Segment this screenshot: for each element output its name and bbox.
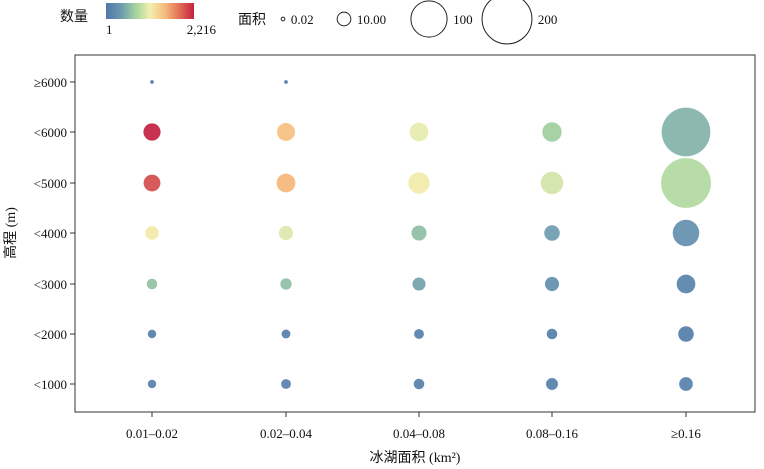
- bubble-point: [542, 122, 562, 142]
- x-tick-label: 0.02–0.04: [260, 426, 313, 441]
- bubble-point: [278, 225, 294, 241]
- bubble-layer: [143, 80, 711, 391]
- bubble-point: [277, 123, 295, 141]
- bubble-point: [413, 378, 425, 390]
- bubble-point: [147, 329, 157, 339]
- bubble-point: [546, 328, 558, 340]
- bubble-point: [661, 107, 711, 157]
- bubble-point: [544, 225, 560, 241]
- bubble-point: [540, 171, 564, 195]
- bubble-point: [276, 173, 296, 193]
- bubble-point: [412, 277, 426, 291]
- bubble-point: [284, 80, 288, 84]
- bubble-point: [544, 276, 560, 292]
- x-tick-label: 0.04–0.08: [393, 426, 445, 441]
- y-tick-label: <5000: [34, 176, 67, 191]
- size-legend-label: 10.00: [357, 12, 386, 27]
- size-legend-circle: [336, 11, 352, 27]
- bubble-point: [546, 378, 558, 390]
- size-legend-label: 0.02: [291, 12, 314, 27]
- bubble-point: [672, 219, 700, 247]
- bubble-point: [145, 226, 159, 240]
- bubble-point: [408, 172, 430, 194]
- x-tick-label: 0.08–0.16: [526, 426, 579, 441]
- size-legend-label: 200: [538, 12, 558, 27]
- bubble-point: [281, 379, 291, 389]
- bubble-point: [146, 278, 158, 290]
- bubble-point: [281, 329, 291, 339]
- axis-ticks: 0.01–0.02 0.02–0.04 0.04–0.08 0.08–0.16 ≥0.1…: [34, 75, 702, 441]
- bubble-point: [661, 158, 711, 208]
- x-axis-title: 冰湖面积 (km²): [370, 450, 461, 466]
- color-legend: 数量 1 2,216: [60, 3, 217, 37]
- color-legend-gradient-bar: [106, 3, 194, 19]
- size-legend: 面积 0.02 10.00 100 200: [238, 0, 558, 45]
- color-legend-title: 数量: [60, 9, 88, 25]
- bubble-point: [143, 123, 161, 141]
- y-tick-label: <1000: [34, 377, 67, 392]
- size-legend-circle: [481, 0, 533, 45]
- bubble-point: [280, 278, 292, 290]
- color-legend-max-label: 2,216: [187, 22, 217, 37]
- color-legend-min-label: 1: [106, 22, 113, 37]
- x-tick-label: ≥0.16: [671, 426, 701, 441]
- bubble-point: [411, 225, 427, 241]
- y-tick-label: <4000: [34, 226, 67, 241]
- x-tick-label: 0.01–0.02: [126, 426, 178, 441]
- bubble-point: [143, 174, 161, 192]
- size-legend-title: 面积: [238, 12, 266, 28]
- bubble-point: [409, 122, 429, 142]
- y-tick-label: ≥6000: [34, 75, 67, 90]
- size-legend-label: 100: [453, 12, 473, 27]
- y-axis-title: 高程 (m): [2, 207, 19, 259]
- bubble-point: [150, 80, 154, 84]
- size-legend-circle: [280, 16, 286, 22]
- bubble-point: [676, 274, 696, 294]
- bubble-point: [679, 377, 693, 391]
- bubble-point: [414, 329, 424, 339]
- bubble-point: [678, 326, 694, 342]
- y-tick-label: <3000: [34, 277, 67, 292]
- y-tick-label: <6000: [34, 125, 67, 140]
- y-tick-label: <2000: [34, 327, 67, 342]
- size-legend-circle: [410, 0, 448, 38]
- bubble-point: [147, 379, 157, 389]
